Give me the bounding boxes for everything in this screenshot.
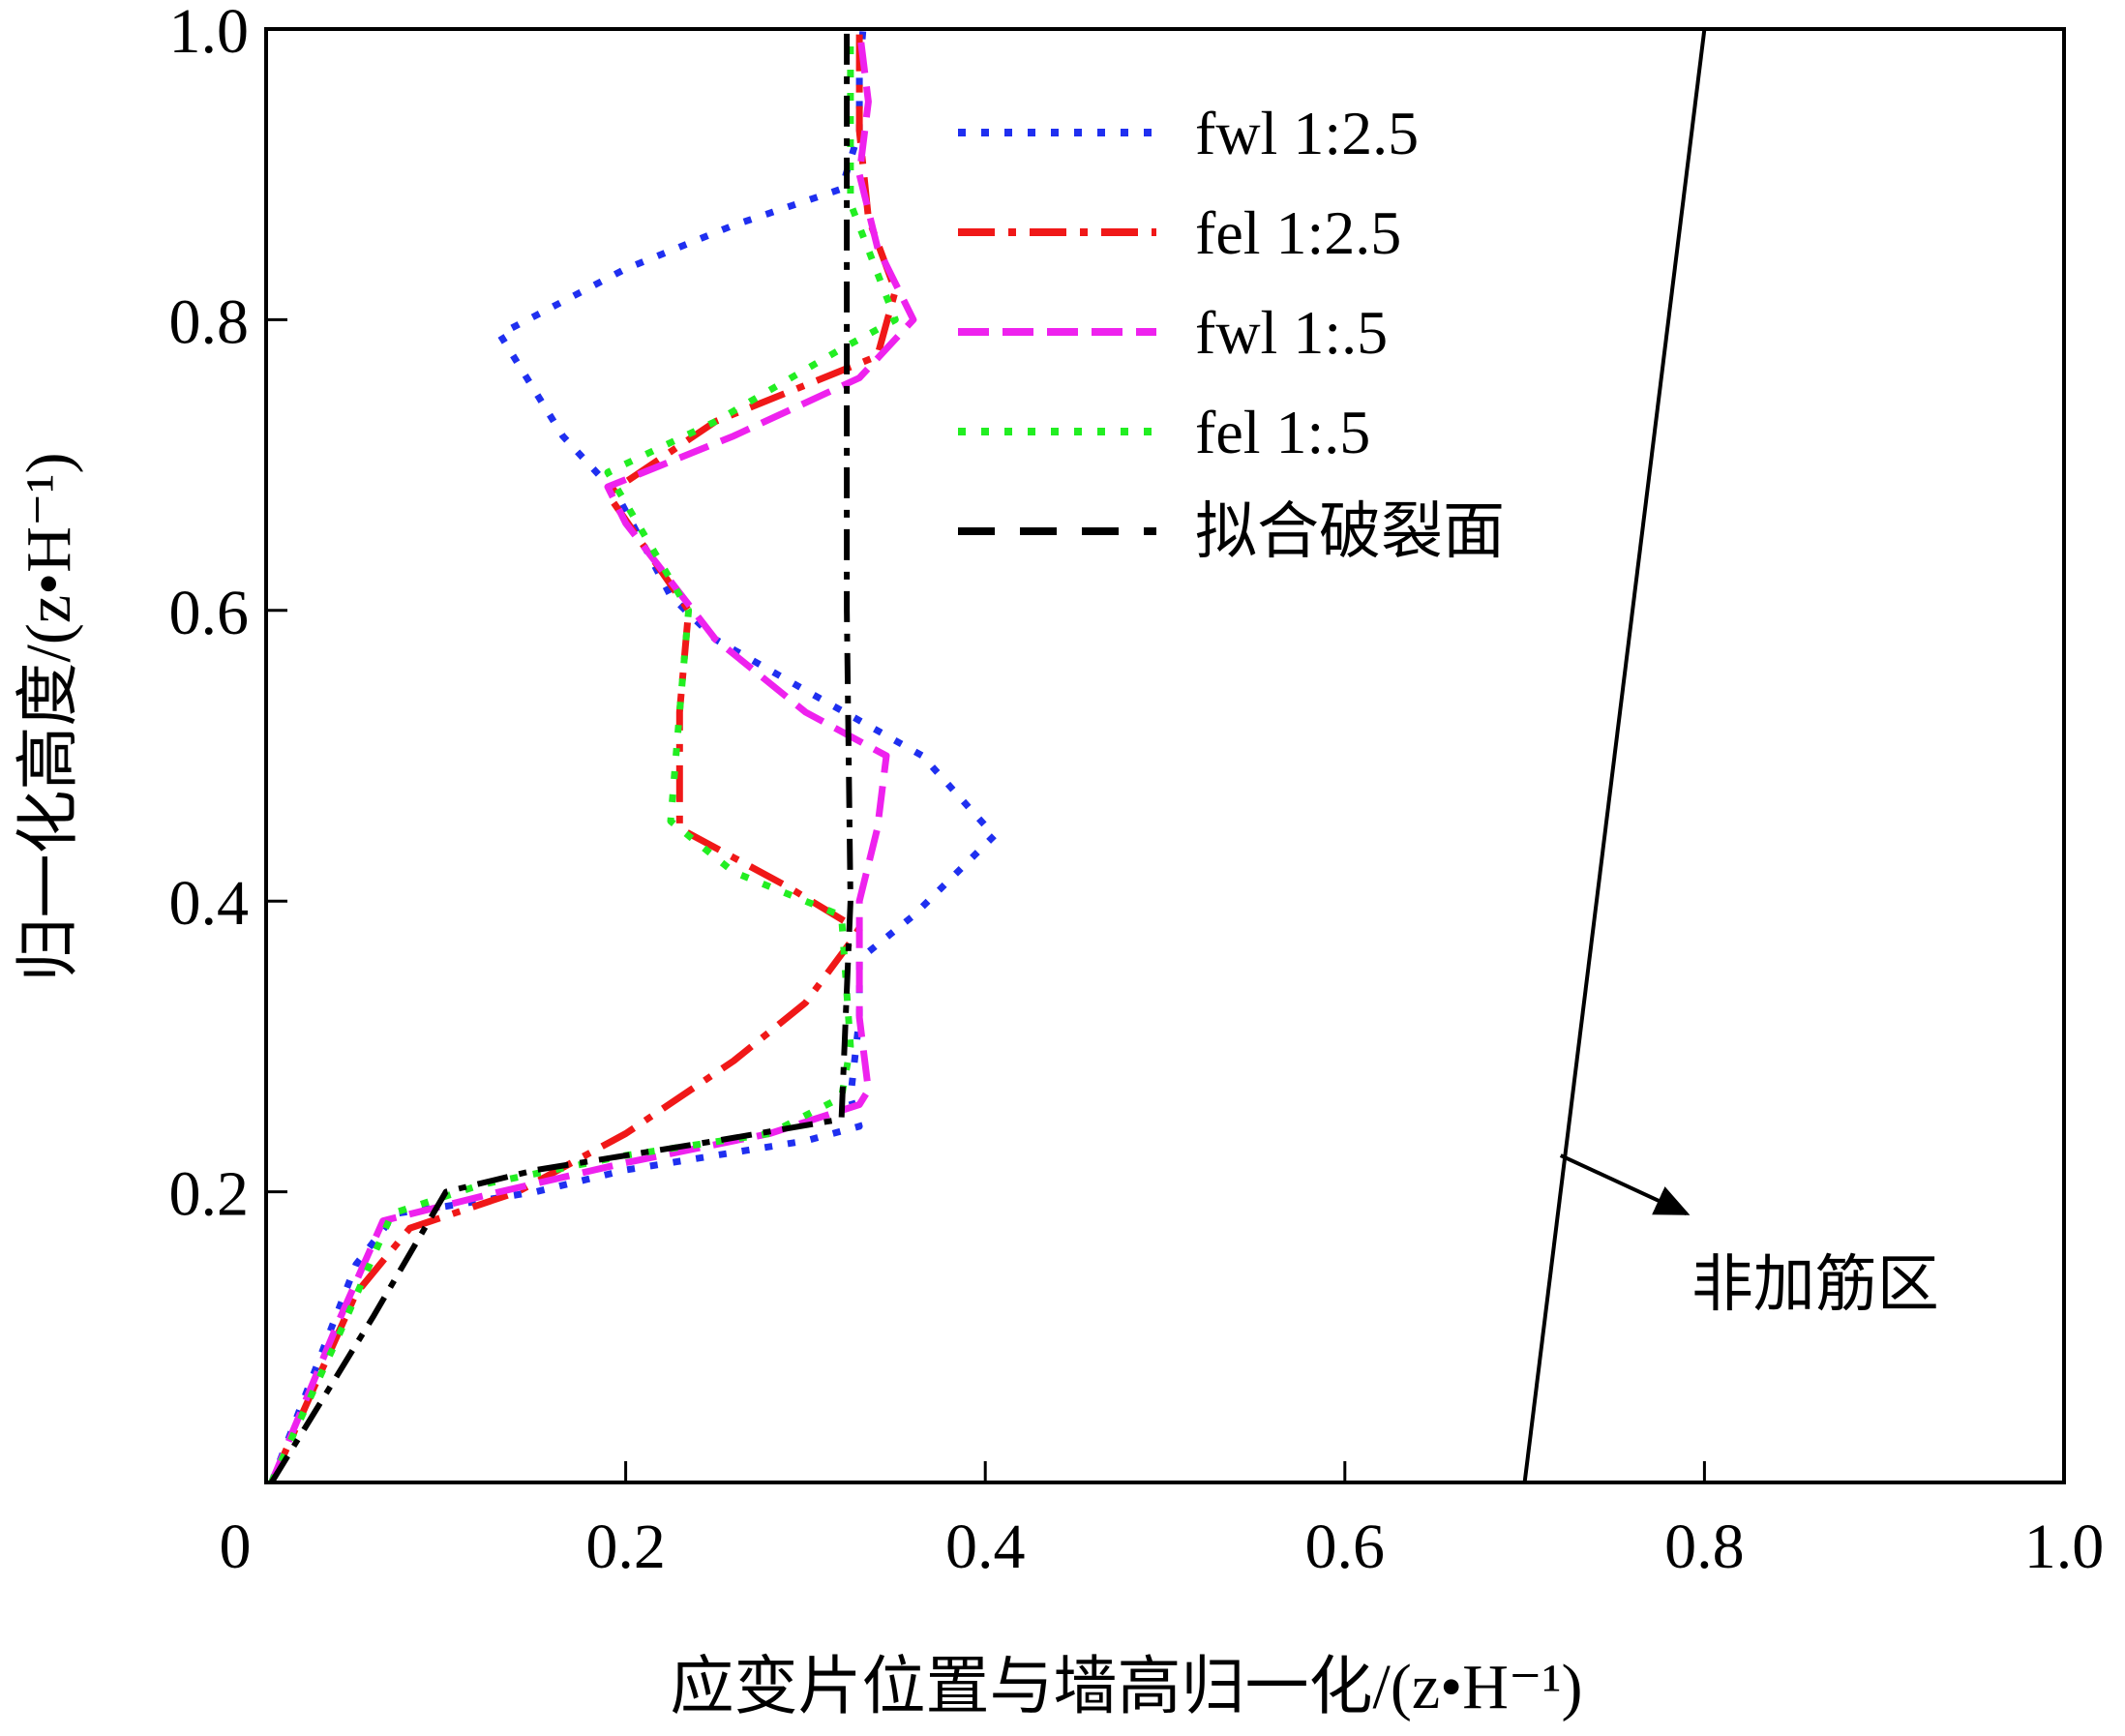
x-tick-label: 0.2	[585, 1512, 666, 1582]
x-tick-label: 0.4	[945, 1512, 1026, 1582]
y-tick-label: 0.2	[169, 1159, 250, 1230]
legend-label-1: fwl 1:2.5	[1195, 99, 1419, 167]
legend: fwl 1:2.5 fel 1:2.5 fwl 1:.5 fel 1:.5 拟合破裂面	[958, 99, 1505, 566]
y-axis-title: 归一化高度/(z•H⁻¹)	[14, 453, 84, 982]
plot-frame	[264, 27, 2066, 1484]
legend-label-3: fwl 1:.5	[1195, 298, 1388, 367]
tick-layer: 0 0.2 0.4 0.6 0.8 1.0 0.2 0.4 0.6 0.8 1.0	[169, 0, 2105, 1582]
legend-label-5: 拟合破裂面	[1195, 497, 1505, 566]
series-line-5	[269, 29, 853, 1484]
legend-label-2: fel 1:2.5	[1195, 198, 1401, 267]
reference-layer	[1522, 28, 1707, 1483]
annotation-arrow	[1559, 1153, 1691, 1215]
y-tick-label: 1.0	[169, 0, 250, 67]
reference-line	[1522, 28, 1707, 1483]
x-axis-title: 应变片位置与墙高归一化/(z•H⁻¹)	[671, 1652, 1583, 1722]
series-line-1	[268, 28, 998, 1484]
x-tick-label: 1.0	[2024, 1512, 2105, 1582]
series-line-3	[268, 28, 917, 1484]
y-tick-label: 0.8	[169, 286, 250, 357]
x-tick-label: 0.8	[1664, 1512, 1745, 1582]
x-tick-label: 0.6	[1305, 1512, 1386, 1582]
series-layer	[268, 28, 998, 1484]
x-tick-label: 0	[220, 1512, 252, 1582]
legend-label-4: fel 1:.5	[1195, 398, 1370, 466]
y-tick-label: 0.4	[169, 868, 250, 939]
annotation: 非加筋区	[1559, 1153, 1939, 1319]
y-tick-label: 0.6	[169, 578, 250, 648]
annotation-label: 非加筋区	[1691, 1250, 1939, 1319]
